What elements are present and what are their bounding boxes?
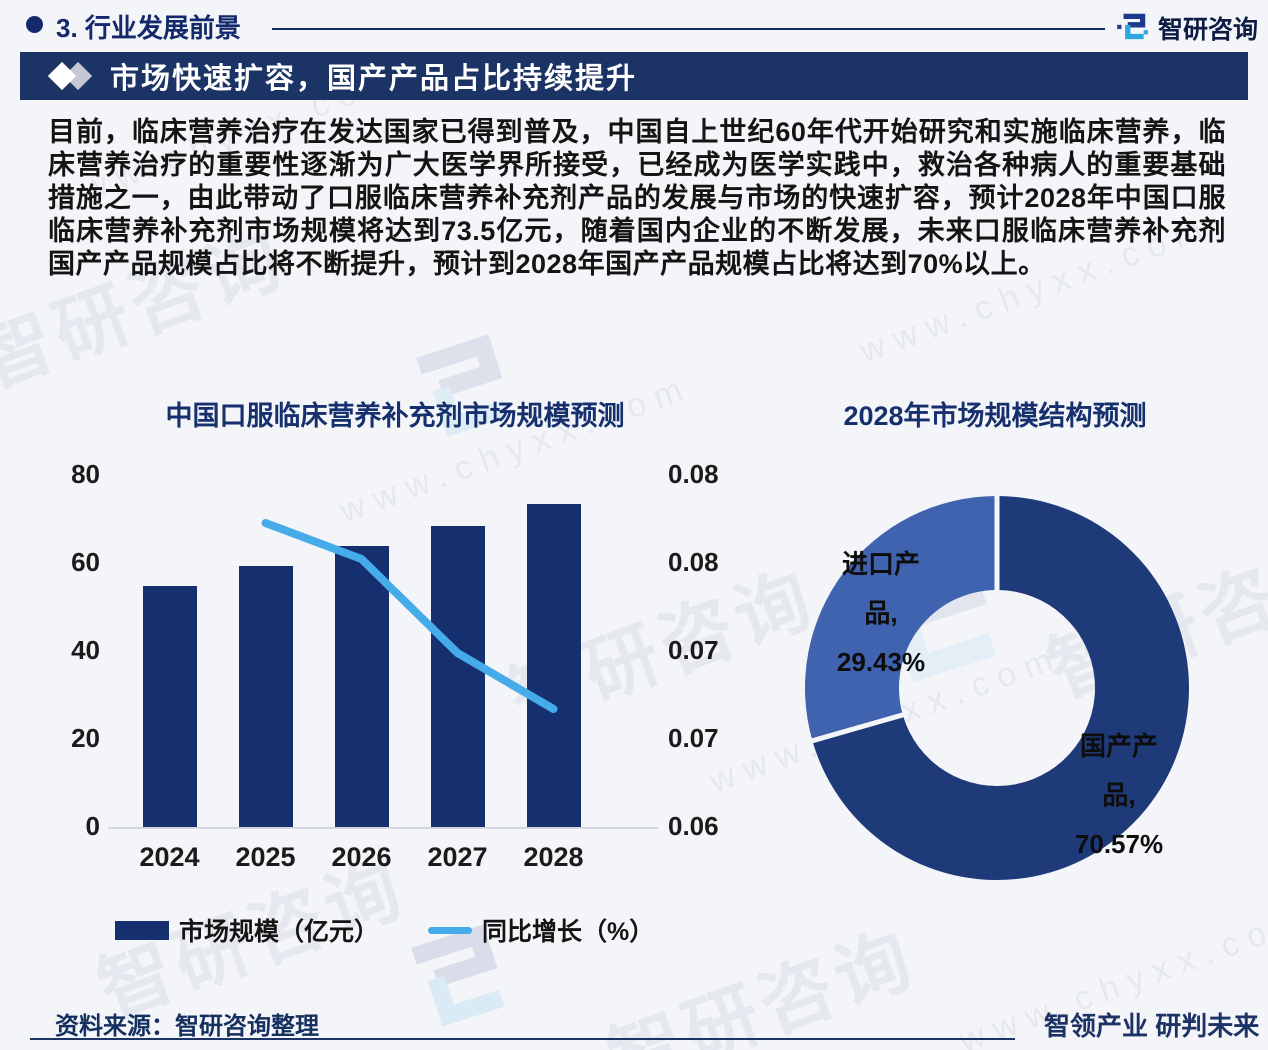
diamond-icon	[42, 52, 100, 100]
bar-2027	[430, 526, 485, 827]
bar-legend-label: 市场规模（亿元）	[179, 918, 380, 946]
line-legend-label: 同比增长（%）	[482, 918, 655, 946]
secondary-axis-tick: 0.08	[668, 459, 719, 489]
donut-chart	[805, 494, 1189, 880]
x-axis-label-2024: 2024	[139, 842, 200, 872]
body-paragraph: 目前，临床营养治疗在发达国家已得到普及，中国自上世纪60年代开始研究和实施临床营…	[48, 117, 1226, 279]
source-note: 资料来源：智研咨询整理	[55, 1013, 319, 1040]
footer-slogan: 智领产业 研判未来	[1044, 1011, 1260, 1041]
y-axis-tick: 80	[71, 459, 100, 489]
x-axis-label-2028: 2028	[523, 842, 584, 872]
pie-label-line: 国产产	[1079, 731, 1158, 761]
brand-logo: 智研咨询	[1114, 10, 1258, 46]
watermark-logo-icon	[416, 334, 510, 437]
bar-legend-swatch	[115, 920, 169, 940]
pie-chart-title: 2028年市场规模结构预测	[843, 401, 1147, 431]
bar-2026	[334, 546, 389, 827]
x-axis-line	[108, 827, 658, 829]
x-axis-label-2026: 2026	[331, 842, 392, 872]
secondary-axis-tick: 0.07	[668, 723, 719, 753]
bar-2025	[238, 566, 293, 827]
donut-slice-进口产品	[805, 496, 997, 741]
y-axis-tick: 40	[71, 635, 100, 665]
secondary-axis-tick: 0.07	[668, 635, 719, 665]
brand-logo-icon	[1117, 13, 1148, 40]
footer-rule	[30, 1038, 1015, 1040]
y-axis-tick: 60	[71, 547, 100, 577]
pie-label-line: 品,	[864, 598, 898, 628]
headline-title: 市场快速扩容，国产产品占比持续提升	[110, 63, 638, 95]
bar-2028	[526, 504, 581, 827]
legend-item-growth: 同比增长（%）	[428, 912, 654, 948]
legend-item-market-size: 市场规模（亿元）	[115, 912, 379, 948]
line-legend-swatch	[428, 926, 472, 934]
header-rule	[272, 28, 1105, 30]
pie-label-line: 进口产	[841, 549, 920, 579]
pie-label-line: 品,	[1102, 780, 1136, 810]
growth-line	[261, 519, 558, 713]
y-axis-tick: 0	[85, 811, 100, 841]
secondary-axis-tick: 0.08	[668, 547, 719, 577]
pie-label-import: 进口产 品, 29.43%	[786, 540, 976, 687]
x-axis-label-2027: 2027	[427, 842, 488, 872]
growth-line-layer	[261, 519, 558, 713]
secondary-axis-tick: 0.06	[668, 811, 719, 841]
section-bullet	[26, 16, 43, 33]
donut-slice-separator	[809, 711, 906, 744]
headline-banner: 市场快速扩容，国产产品占比持续提升	[20, 52, 1248, 100]
donut-slice-国产产品	[812, 496, 1189, 880]
pie-label-domestic: 国产产 品, 70.57%	[1024, 722, 1214, 869]
bar-2024	[142, 586, 197, 827]
section-title: 3. 行业发展前景	[56, 13, 241, 43]
x-axis-label-2025: 2025	[235, 842, 296, 872]
brand-logo-text: 智研咨询	[1158, 16, 1259, 44]
bar-chart-plot	[115, 460, 650, 828]
y-axis-tick: 20	[71, 723, 100, 753]
pie-label-line: 70.57%	[1074, 829, 1164, 859]
pie-label-line: 29.43%	[836, 647, 926, 677]
bar-chart-title: 中国口服临床营养补充剂市场规模预测	[165, 401, 625, 431]
